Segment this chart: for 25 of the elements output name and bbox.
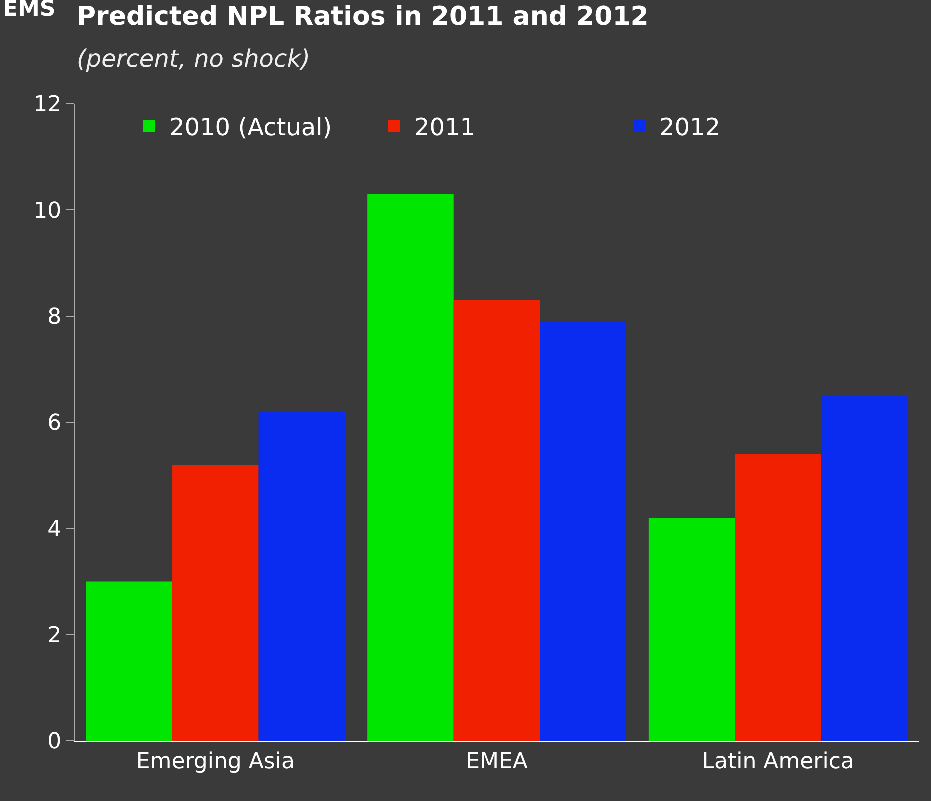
bar	[735, 454, 822, 741]
y-tick-label: 2	[48, 624, 62, 649]
legend-label: 2011	[414, 113, 476, 142]
x-tick-label: EMEA	[466, 749, 528, 774]
y-tick-label: 4	[48, 517, 62, 542]
bar	[368, 194, 454, 741]
y-tick-label: 6	[48, 411, 62, 436]
y-tick-label: 0	[48, 730, 62, 755]
y-tick-label: 12	[34, 92, 62, 118]
chart-subtitle: (percent, no shock)	[77, 45, 310, 73]
chart-title: Predicted NPL Ratios in 2011 and 2012	[77, 2, 649, 32]
legend-label: 2010 (Actual)	[170, 113, 332, 142]
bar	[172, 464, 259, 741]
bar	[540, 322, 626, 741]
x-tick-label: Latin America	[702, 749, 854, 774]
y-tick-label: 8	[48, 305, 62, 330]
bar	[821, 396, 908, 741]
x-tick-label: Emerging Asia	[136, 749, 295, 774]
bar	[86, 582, 173, 741]
text: EMS	[3, 0, 56, 22]
y-tick-label: 10	[34, 198, 62, 224]
bar	[454, 300, 540, 741]
legend-label: 2012	[660, 113, 721, 142]
bar	[258, 412, 346, 741]
bar	[648, 518, 736, 741]
